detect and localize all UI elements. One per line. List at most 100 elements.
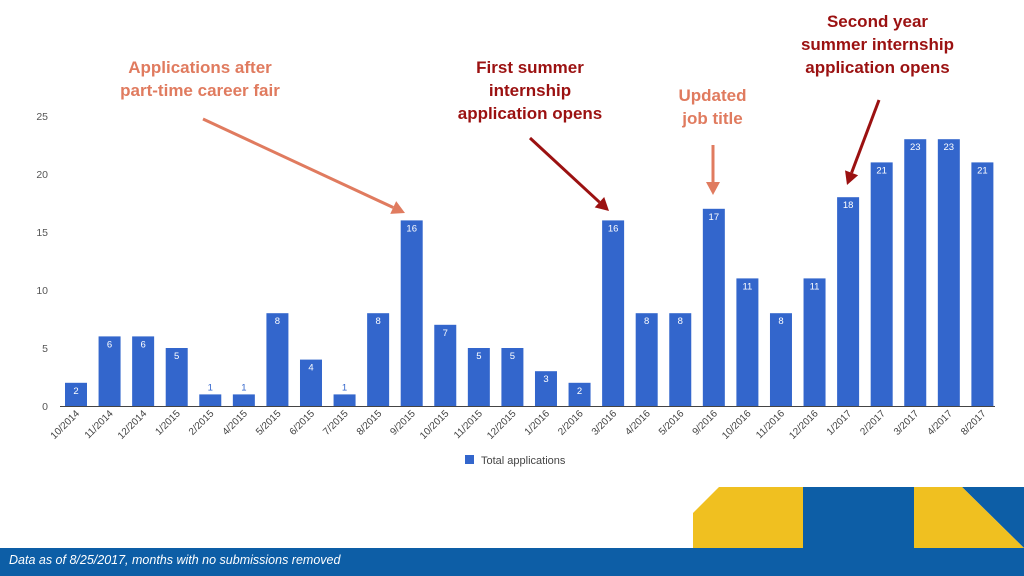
bar [937, 139, 960, 406]
annotation-label: First summer internship application open… [457, 58, 603, 123]
x-tick-label: 10/2015 [418, 408, 452, 442]
bar [65, 382, 87, 406]
annotation-arrows [202, 99, 881, 214]
bar-value-label: 5 [174, 351, 179, 362]
x-tick-label: 3/2016 [590, 408, 620, 438]
bar-value-label: 11 [810, 281, 820, 292]
bar [467, 348, 490, 406]
bar [299, 359, 322, 406]
bar [702, 208, 725, 406]
bar [400, 220, 423, 406]
deco-yellow-right [914, 487, 962, 548]
bar-value-label: 1 [241, 382, 246, 393]
x-tick-label: 4/2016 [623, 408, 653, 438]
bar-value-label: 6 [107, 339, 112, 350]
bar-value-label: 2 [577, 386, 582, 397]
x-tick-label: 1/2017 [825, 408, 855, 438]
bar [165, 348, 188, 406]
annotation-arrow [850, 99, 881, 174]
bar [434, 324, 457, 406]
bar-value-label: 16 [608, 223, 619, 234]
bar [367, 313, 390, 406]
x-tick-label: 3/2017 [892, 408, 922, 438]
y-tick-label: 5 [42, 343, 48, 355]
bar [769, 313, 792, 406]
bar-value-label: 7 [443, 328, 448, 339]
bar-value-label: 18 [843, 200, 854, 211]
bar-value-label: 21 [876, 165, 887, 176]
bar [803, 278, 826, 406]
bar [333, 394, 356, 406]
bar [669, 313, 692, 406]
y-tick-label: 15 [36, 227, 48, 239]
x-tick-label: 11/2014 [83, 408, 116, 441]
x-tick-label: 11/2016 [754, 408, 787, 441]
annotation-arrow [528, 136, 601, 204]
bar-value-label: 23 [944, 142, 955, 153]
x-tick-label: 8/2017 [959, 408, 989, 438]
bar-value-label: 17 [709, 212, 720, 223]
y-axis: 0 5 10 15 20 25 [36, 111, 48, 413]
x-tick-label: 12/2016 [787, 408, 821, 442]
deco-yellow-corner [962, 487, 1024, 548]
bar [232, 394, 255, 406]
bar-value-label: 4 [308, 363, 313, 374]
annotation-label: Applications after part-time career fair [120, 58, 280, 100]
bar-value-label: 8 [375, 316, 380, 327]
x-tick-label: 6/2015 [288, 408, 318, 438]
annotation-arrow [202, 117, 394, 209]
x-tick-label: 9/2015 [388, 408, 418, 438]
x-tick-label: 2/2017 [858, 408, 888, 438]
y-tick-label: 25 [36, 111, 48, 123]
x-tick-label: 11/2015 [452, 408, 485, 441]
bar-value-label: 5 [510, 351, 515, 362]
bar-value-label: 5 [476, 351, 481, 362]
annotation-arrowhead [845, 170, 859, 185]
annotation-arrowhead [594, 197, 609, 211]
x-tick-label: 5/2015 [254, 408, 284, 438]
x-tick-label: 1/2015 [153, 408, 183, 438]
x-tick-label: 9/2016 [691, 408, 721, 438]
bar-value-label: 11 [742, 281, 752, 292]
x-tick-label: 7/2015 [321, 408, 351, 438]
bar-value-label: 8 [778, 316, 783, 327]
bar [837, 197, 860, 406]
bar-value-label: 2 [73, 386, 78, 397]
y-tick-label: 0 [42, 401, 48, 413]
footer-note: Data as of 8/25/2017, months with no sub… [9, 553, 341, 567]
bar [870, 162, 893, 406]
y-tick-label: 10 [36, 285, 48, 297]
bar [132, 336, 155, 406]
x-tick-label: 10/2016 [720, 408, 754, 442]
x-tick-label: 12/2015 [485, 408, 519, 442]
bar-value-label: 6 [140, 339, 145, 350]
legend: Total applications [465, 455, 566, 467]
x-tick-label: 2/2015 [187, 408, 217, 438]
footer-bar [0, 548, 1024, 576]
bar-value-label: 8 [275, 316, 280, 327]
bar [602, 220, 625, 406]
x-tick-label: 10/2014 [49, 408, 83, 442]
x-axis-labels: 10/2014 11/2014 12/2014 1/2015 2/2015 4/2015 5… [49, 408, 989, 442]
x-tick-label: 5/2016 [657, 408, 687, 438]
annotation-arrowhead [706, 182, 720, 195]
bar-value-label: 1 [342, 382, 347, 393]
bar-value-label: 21 [977, 165, 988, 176]
legend-swatch [465, 455, 474, 464]
bar [971, 162, 994, 406]
bar-value-label: 8 [644, 316, 649, 327]
x-tick-label: 4/2017 [926, 408, 956, 438]
x-tick-label: 2/2016 [556, 408, 586, 438]
bar [904, 139, 927, 406]
bar-value-label: 1 [208, 382, 213, 393]
bar [501, 348, 524, 406]
annotation-label: Updated job title [678, 86, 747, 128]
x-tick-label: 4/2015 [221, 408, 251, 438]
bar [568, 382, 591, 406]
bar [98, 336, 121, 406]
annotation-arrowhead [390, 201, 405, 214]
bar-value-label: 8 [678, 316, 683, 327]
